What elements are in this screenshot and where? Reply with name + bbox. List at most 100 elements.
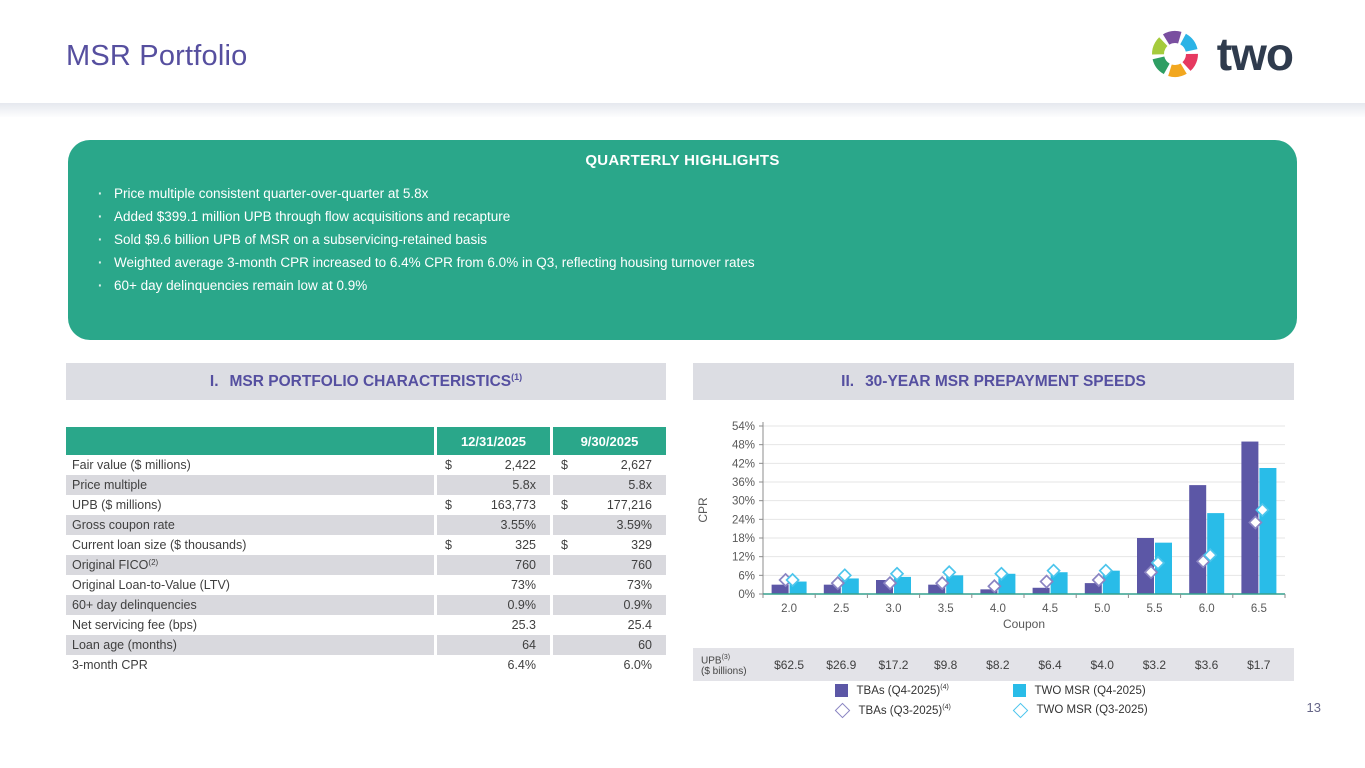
svg-text:42%: 42% [732,458,755,470]
characteristics-table-body: Fair value ($ millions) $2,422 $2,627 Price… [66,455,666,675]
characteristics-table: 12/31/2025 9/30/2025 Fair value ($ milli… [66,427,666,675]
chart-legend: TBAs (Q4-2025)(4) TWO MSR (Q4-2025) TBAs (… [693,684,1294,719]
row-value-q3: 6.0% [550,655,666,675]
svg-text:30%: 30% [732,496,755,508]
footnote-marker: (4) [942,704,951,711]
upb-value: $3.6 [1194,657,1219,672]
table-row: Price multiple 5.8x 5.8x [66,475,666,495]
upb-values: $62.5 $26.9 $17.2 $9.8 $8.2 $6.4 $4.0 $3.2 $3.6 $… [763,658,1285,672]
footnote-marker: (4) [940,684,949,692]
upb-value: $3.2 [1142,657,1167,672]
highlight-bullet: 60+ day delinquencies remain low at 0.9% [96,274,1269,297]
section-title: 30-YEAR MSR PREPAYMENT SPEEDS [865,372,1146,390]
row-value-q4: 5.8x [434,475,550,495]
svg-text:CPR: CPR [696,497,710,523]
page-title: MSR Portfolio [66,40,248,72]
footnote-marker: (1) [511,371,523,382]
highlights-title: QUARTERLY HIGHLIGHTS [585,152,780,169]
upb-value: $8.2 [986,657,1010,672]
header-col-q3: 9/30/2025 [550,427,666,455]
row-label: Original FICO (2) [72,558,159,572]
row-label: Original Loan-to-Value (LTV) [72,578,230,592]
svg-text:3.5: 3.5 [938,603,954,615]
svg-text:54%: 54% [732,421,755,433]
footnote-marker: (3) [721,653,731,661]
row-label: UPB ($ millions) [72,498,162,512]
two-logo: two [1147,26,1294,82]
row-value-q4: 73% [434,575,550,595]
row-label: Net servicing fee (bps) [72,618,198,632]
row-value-q4: 25.3 [434,615,550,635]
row-value-q3: $2,627 [550,455,666,475]
header-col-q4: 12/31/2025 [434,427,550,455]
table-row: Loan age (months) 64 60 [66,635,666,655]
row-label: Loan age (months) [72,638,177,652]
upb-strip-label: UPB(3) ($ billions) [701,653,747,678]
section-numeral: II. [841,372,855,390]
legend-square-swatch [834,684,848,697]
header-divider-band [0,103,1365,117]
row-value-q3: 25.4 [550,615,666,635]
highlight-bullet: Sold $9.6 billion UPB of MSR on a subser… [96,228,1269,251]
row-label: Current loan size ($ thousands) [72,538,247,552]
quarterly-highlights-panel: QUARTERLY HIGHLIGHTS Price multiple cons… [68,140,1297,340]
legend-diamond-icon [834,702,850,719]
upb-strip: UPB(3) ($ billions) $62.5 $26.9 $17.2 $9.8 $… [693,648,1294,681]
row-value-q3: 0.9% [550,595,666,615]
upb-value: $1.7 [1247,657,1271,672]
legend-label: TBAs (Q4-2025)(4) [856,684,949,697]
row-value-q3: 5.8x [550,475,666,495]
row-value-q4: 0.9% [434,595,550,615]
table-row: Original Loan-to-Value (LTV) 73% 73% [66,575,666,595]
highlight-bullet: Added $399.1 million UPB through flow ac… [96,205,1269,228]
row-value-q3: 73% [550,575,666,595]
header-empty-cell [66,427,434,455]
row-value-q4: $2,422 [434,455,550,475]
legend-item: TBAs (Q4-2025)(4) [834,684,975,697]
legend-square-swatch [1012,684,1026,697]
table-header-row: 12/31/2025 9/30/2025 [66,427,666,455]
row-value-q3: 760 [550,555,666,575]
legend-item: TWO MSR (Q3-2025) [1012,702,1153,719]
upb-value: $9.8 [933,657,958,672]
svg-text:2.5: 2.5 [833,603,849,615]
svg-text:2.0: 2.0 [781,603,797,615]
highlight-bullet: Price multiple consistent quarter-over-q… [96,182,1269,205]
row-value-q4: 760 [434,555,550,575]
row-value-q4: 64 [434,635,550,655]
table-row: 60+ day delinquencies 0.9% 0.9% [66,595,666,615]
svg-text:6.0: 6.0 [1199,603,1215,615]
legend-label: TBAs (Q3-2025)(4) [858,704,951,717]
svg-text:18%: 18% [732,533,755,545]
table-row: Fair value ($ millions) $2,422 $2,627 [66,455,666,475]
svg-text:36%: 36% [732,477,755,489]
row-label: 60+ day delinquencies [72,598,197,612]
svg-text:Coupon: Coupon [1003,617,1045,631]
svg-text:6%: 6% [738,570,755,582]
row-value-q4: $325 [434,535,550,555]
row-label: Fair value ($ millions) [72,458,191,472]
highlights-list: Price multiple consistent quarter-over-q… [96,182,1269,297]
section-numeral: I. [209,372,219,390]
svg-text:0%: 0% [738,589,755,601]
row-value-q4: $163,773 [434,495,550,515]
svg-text:5.5: 5.5 [1147,603,1163,615]
two-logo-icon [1151,31,1198,77]
table-row: 3-month CPR 6.4% 6.0% [66,655,666,675]
table-row: Current loan size ($ thousands) $325 $329 [66,535,666,555]
row-value-q4: 6.4% [434,655,550,675]
svg-text:6.5: 6.5 [1251,603,1267,615]
svg-text:48%: 48% [732,440,755,452]
svg-text:5.0: 5.0 [1094,603,1110,615]
svg-text:12%: 12% [732,552,755,564]
svg-text:4.5: 4.5 [1042,603,1058,615]
upb-value: $6.4 [1038,657,1062,672]
legend-item: TBAs (Q3-2025)(4) [834,702,975,719]
legend-item: TWO MSR (Q4-2025) [1012,684,1153,697]
prepayment-section-header: II. 30-YEAR MSR PREPAYMENT SPEEDS [693,363,1294,400]
footnote-marker: (2) [148,558,159,567]
row-value-q3: $177,216 [550,495,666,515]
section-title: MSR PORTFOLIO CHARACTERISTICS(1) [229,371,523,391]
upb-value: $17.2 [878,657,909,672]
